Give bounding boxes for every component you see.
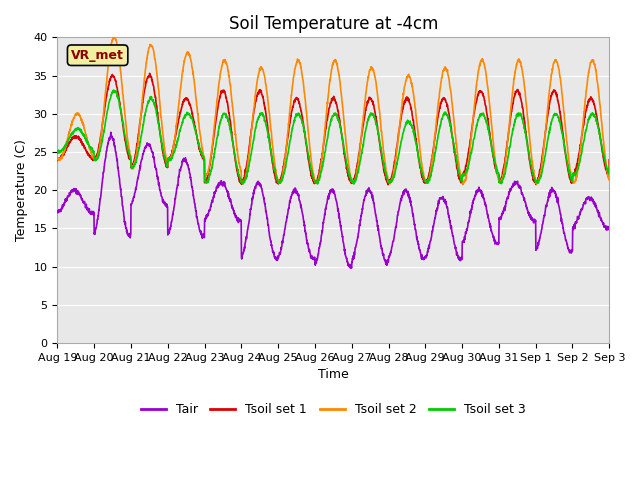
Text: VR_met: VR_met	[71, 49, 124, 62]
Legend: Tair, Tsoil set 1, Tsoil set 2, Tsoil set 3: Tair, Tsoil set 1, Tsoil set 2, Tsoil se…	[136, 398, 531, 421]
Y-axis label: Temperature (C): Temperature (C)	[15, 139, 28, 241]
Title: Soil Temperature at -4cm: Soil Temperature at -4cm	[228, 15, 438, 33]
X-axis label: Time: Time	[318, 368, 349, 381]
